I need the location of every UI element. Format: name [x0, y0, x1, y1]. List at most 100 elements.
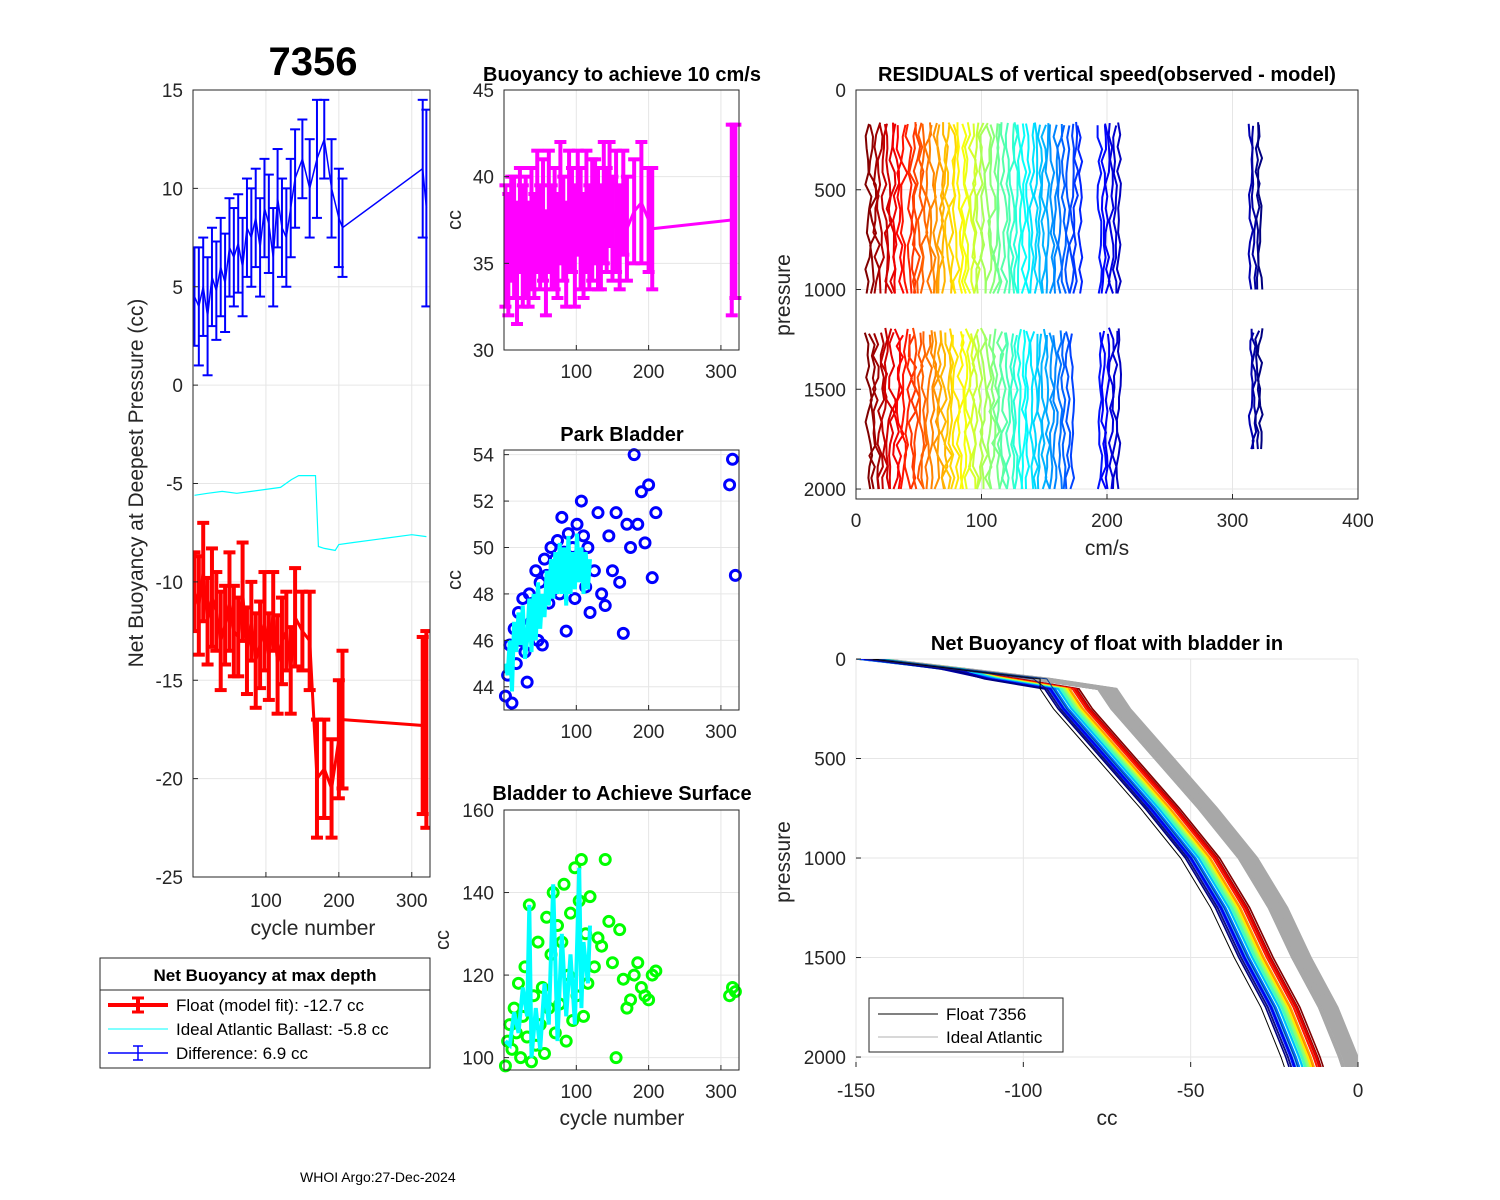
buoyancy10-axes-box	[503, 89, 740, 351]
park-point	[645, 571, 659, 585]
park-ytick-label: 44	[473, 678, 495, 699]
residual-profile-line	[960, 123, 968, 294]
net_buoyancy_profile-ytick-label: 2000	[804, 1048, 846, 1069]
surface-point	[559, 1034, 573, 1048]
profile-xlabel: cc	[1097, 1107, 1118, 1130]
surface-point	[627, 968, 641, 982]
residuals-xtick-label: 400	[1342, 511, 1374, 532]
surface-ytick-label: 120	[462, 966, 494, 987]
residual-profile-line	[1254, 330, 1261, 450]
main-ytick-label: 0	[172, 376, 183, 397]
surface-xlabel: cycle number	[560, 1107, 685, 1130]
park-point	[723, 478, 737, 492]
park-point	[555, 510, 569, 524]
surface-point	[557, 877, 571, 891]
residual-profile-line	[911, 122, 922, 294]
buoyancy10-xtick-label: 200	[633, 362, 665, 383]
residuals-ytick-label: 500	[814, 181, 846, 202]
surface-point	[609, 1051, 623, 1065]
residual-profile-line	[1040, 328, 1048, 490]
residual-profile-line	[883, 123, 894, 294]
residuals-xtick-label: 300	[1217, 511, 1249, 532]
park-point	[616, 626, 630, 640]
surface-point	[574, 853, 588, 867]
net_buoyancy_profile-ytick-label: 1000	[804, 849, 846, 870]
residual-profile-line	[1024, 123, 1032, 294]
profile-marks	[856, 659, 1358, 1067]
residual-profile-line	[955, 331, 965, 490]
net_buoyancy_profile-xtick-label: -150	[837, 1081, 875, 1102]
surface-point	[631, 956, 645, 970]
main-legend: Net Buoyancy at max depth Float (model f…	[99, 957, 431, 1069]
residual-profile-line	[951, 123, 961, 294]
residual-profile-line	[1115, 328, 1123, 490]
residual-profile-line	[956, 122, 965, 294]
residual-profile-line	[1256, 122, 1264, 290]
residual-profile-line	[872, 122, 882, 294]
park-point	[574, 494, 588, 508]
park-point	[638, 536, 652, 550]
residual-profile-line	[876, 124, 885, 294]
legend-entry-ideal: Ideal Atlantic Ballast: -5.8 cc	[108, 1020, 389, 1039]
park-ytick-label: 52	[473, 492, 494, 513]
main-series-group	[193, 98, 430, 840]
residual-profile-line	[1060, 332, 1067, 490]
residuals-xtick-label: 0	[851, 511, 862, 532]
park-point	[544, 541, 558, 554]
residual-profile-line	[876, 332, 886, 490]
surface-ticks: 100 200 300 100 120 140 160	[462, 801, 736, 1103]
residual-profile-line	[1111, 330, 1119, 490]
main-ytick-label: 15	[162, 81, 183, 102]
residual-profile-line	[1036, 124, 1044, 294]
residual-profile-line	[991, 328, 1001, 490]
residual-profile-line	[904, 123, 913, 294]
residuals-xtick-label: 200	[1091, 511, 1123, 532]
park-point	[725, 452, 739, 466]
surface-point	[595, 939, 609, 953]
residual-profile-line	[920, 331, 928, 490]
park-point	[598, 599, 612, 613]
residual-profile-line	[1044, 123, 1051, 294]
surface-point	[511, 976, 525, 990]
residual-profile-line	[891, 122, 901, 294]
main-xtick-label: 300	[396, 891, 428, 912]
buoyancy10-ylabel: cc	[444, 210, 466, 230]
park-title: Park Bladder	[560, 424, 684, 446]
surface-ytick-label: 140	[462, 884, 494, 905]
park-marks	[498, 448, 742, 710]
float-7356-profile-line	[879, 659, 1299, 1067]
park-xtick-label: 200	[633, 722, 665, 743]
residual-profile-line	[936, 330, 945, 490]
residual-profile-line	[1096, 332, 1104, 490]
residual-profile-line	[891, 328, 902, 490]
park-point	[605, 564, 619, 578]
main-ytick-label: -25	[156, 868, 183, 889]
profile-legend: Float 7356 Ideal Atlantic	[868, 997, 1064, 1053]
park-ylabel: cc	[444, 570, 466, 590]
residuals-ytick-label: 2000	[804, 480, 846, 501]
profile-grid	[855, 658, 1359, 1067]
residual-profile-line	[967, 333, 977, 490]
residual-profile-line	[899, 124, 909, 294]
park-point	[551, 534, 565, 548]
surface-point	[616, 972, 630, 986]
residual-profile-line	[1076, 125, 1084, 294]
surface-xtick-label: 200	[633, 1082, 665, 1103]
residual-profile-line	[924, 334, 933, 490]
residual-profile-line	[1016, 328, 1024, 490]
buoyancy10-ytick-label: 40	[473, 168, 494, 189]
main-marks	[193, 98, 430, 840]
residual-profile-line	[967, 123, 977, 294]
footer-credit: WHOI Argo:27-Dec-2024	[300, 1169, 456, 1185]
residual-profile-line	[936, 124, 945, 294]
surface-point	[613, 923, 627, 937]
residual-profile-line	[1250, 125, 1258, 290]
net_buoyancy_profile-ytick-label: 500	[814, 750, 846, 771]
surface-point	[649, 964, 663, 978]
buoyancy10-marks	[499, 122, 742, 326]
residual-profile-line	[939, 122, 949, 294]
residual-profile-line	[1072, 121, 1080, 294]
residual-profile-line	[1060, 124, 1068, 294]
residual-profile-line	[895, 125, 905, 294]
buoyancy10-xtick-label: 100	[560, 362, 592, 383]
